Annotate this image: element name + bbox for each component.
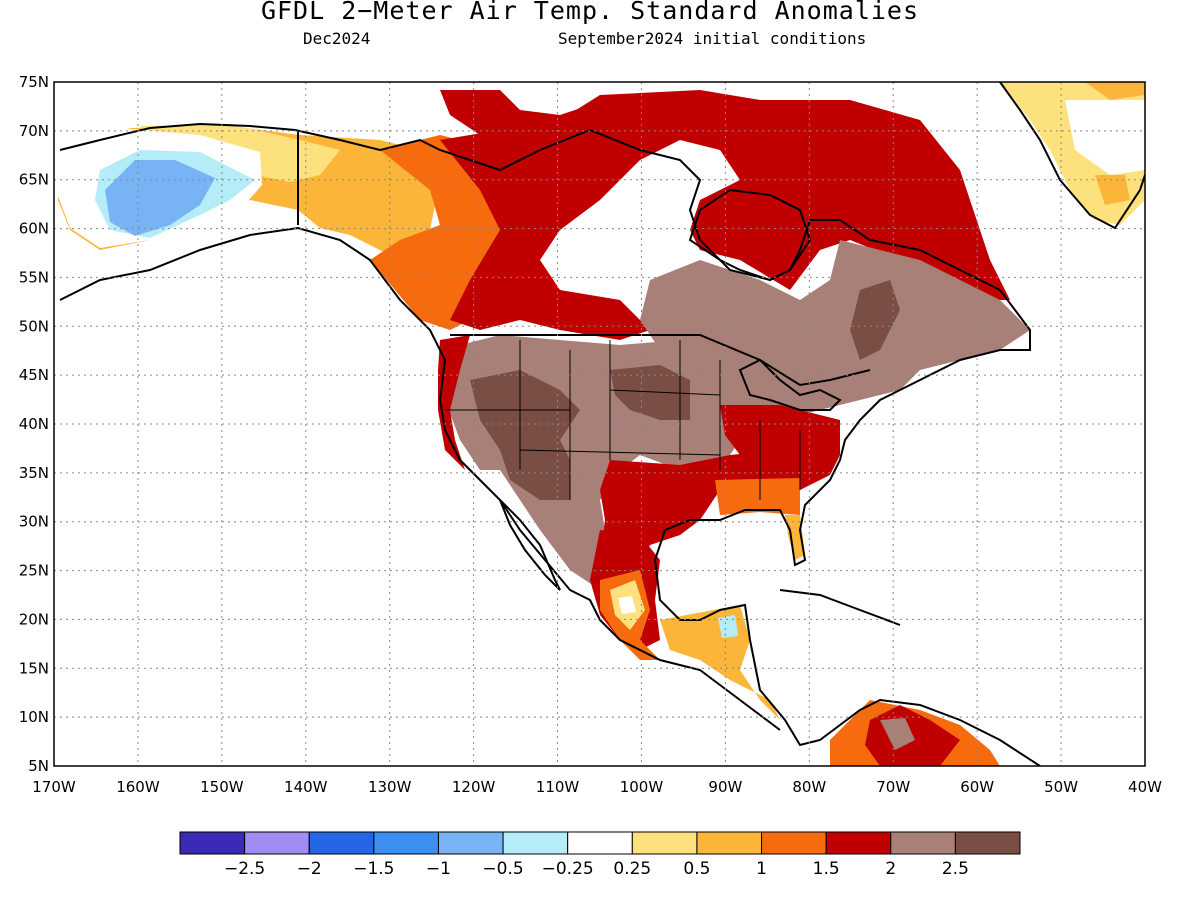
field-greenland-south-orange xyxy=(1095,175,1130,205)
colorbar-label: −1.5 xyxy=(353,859,394,879)
field-east-canada-brown xyxy=(640,240,1030,420)
field-south-america-brown xyxy=(880,718,915,750)
lat-tick-label: 35N xyxy=(19,464,49,482)
lat-tick-label: 25N xyxy=(19,562,49,580)
anomaly-fields xyxy=(58,82,1145,766)
field-alaska-blue xyxy=(105,160,215,236)
colorbar-swatch xyxy=(890,831,956,855)
lat-tick-label: 70N xyxy=(19,122,49,140)
coastline-hudson-bay xyxy=(688,188,812,282)
lon-tick-label: 80W xyxy=(792,778,826,796)
colorbar-swatch xyxy=(437,831,504,855)
coastline-great-lakes xyxy=(738,358,842,411)
lon-tick-label: 50W xyxy=(1044,778,1078,796)
colorbar-label: −1 xyxy=(426,859,451,879)
lon-tick-label: 120W xyxy=(452,778,496,796)
lon-tick-label: 110W xyxy=(536,778,580,796)
colorbar-label: −2.5 xyxy=(224,859,265,879)
coastline-cuba xyxy=(779,589,901,626)
colorbar-swatch xyxy=(373,831,439,855)
lon-tick-label: 150W xyxy=(200,778,244,796)
lat-tick-label: 30N xyxy=(19,513,49,531)
colorbar-swatch xyxy=(502,831,569,855)
lat-tick-label: 20N xyxy=(19,610,49,628)
coastlines xyxy=(59,82,1145,766)
latitude-ticks: 75N 70N 65N 60N 55N 50N 45N 40N 35N 30N 25N 20N 15N 1… xyxy=(19,73,49,775)
lat-tick-label: 40N xyxy=(19,415,49,433)
plot-frame xyxy=(53,81,1146,767)
field-southeast-orange xyxy=(715,478,800,515)
colorbar-swatch xyxy=(567,831,633,855)
valid-month-label: Dec2024 xyxy=(303,29,371,48)
map-title: GFDL 2−Meter Air Temp. Standard Anomalie… xyxy=(260,0,920,25)
lon-tick-label: 140W xyxy=(284,778,328,796)
field-ohio-valley-red xyxy=(720,405,840,455)
field-greenland-white xyxy=(1065,100,1145,175)
field-canada-north-red xyxy=(440,90,600,140)
colorbar-swatch xyxy=(696,831,763,855)
lat-tick-label: 5N xyxy=(28,757,49,775)
lat-tick-label: 10N xyxy=(19,708,49,726)
field-greenland-orange xyxy=(1085,82,1145,100)
lat-tick-label: 75N xyxy=(19,73,49,91)
colorbar-label: 1.5 xyxy=(813,859,840,879)
lon-tick-label: 170W xyxy=(32,778,76,796)
colorbar-swatch xyxy=(954,831,1021,855)
field-mexico-white xyxy=(618,596,636,614)
colorbar-label: −2 xyxy=(297,859,322,879)
field-west-us-darkbrown xyxy=(470,370,580,500)
field-west-coast-red xyxy=(438,335,470,470)
field-plains-darkbrown xyxy=(610,365,690,420)
colorbar-label: 0.5 xyxy=(683,859,710,879)
coastline-alaska xyxy=(59,122,1041,766)
colorbar-label: 1 xyxy=(756,859,767,879)
coastline-us-canada-border xyxy=(450,334,871,387)
colorbar-label: −0.5 xyxy=(482,859,523,879)
coastline-west xyxy=(59,226,781,731)
colorbar-swatch xyxy=(179,831,246,855)
coastline-baja xyxy=(499,499,561,591)
colorbar-label: 2.5 xyxy=(942,859,969,879)
lat-tick-label: 15N xyxy=(19,659,49,677)
field-east-canada-darkbrown xyxy=(850,280,900,360)
longitude-ticks: 170W 160W 150W 140W 130W 120W 110W 100W 90W 80W 70… xyxy=(32,778,1162,796)
colorbar-swatch xyxy=(631,831,698,855)
colorbar-swatch xyxy=(308,831,375,855)
colorbar-swatch xyxy=(761,831,827,855)
lat-tick-label: 50N xyxy=(19,317,49,335)
colorbar-label: 2 xyxy=(885,859,896,879)
colorbar-swatch xyxy=(825,831,892,855)
lon-tick-label: 70W xyxy=(876,778,910,796)
lon-tick-label: 130W xyxy=(368,778,412,796)
gridlines xyxy=(54,82,1145,766)
colorbar-swatch xyxy=(244,831,310,855)
lat-tick-label: 65N xyxy=(19,171,49,189)
lat-tick-label: 60N xyxy=(19,220,49,238)
lon-tick-label: 60W xyxy=(960,778,994,796)
lon-tick-label: 90W xyxy=(708,778,742,796)
lat-tick-label: 55N xyxy=(19,268,49,286)
lon-tick-label: 160W xyxy=(116,778,160,796)
lon-tick-label: 100W xyxy=(620,778,664,796)
field-yucatan-cyan xyxy=(718,615,738,638)
colorbar-label: −0.25 xyxy=(542,859,594,879)
initial-conditions-label: September2024 initial conditions xyxy=(558,29,867,48)
colorbar-label: 0.25 xyxy=(613,859,651,879)
lat-tick-label: 45N xyxy=(19,366,49,384)
lon-tick-label: 40W xyxy=(1128,778,1162,796)
colorbar: −2.5 −2 −1.5 −1 −0.5 −0.25 0.25 0.5 1 1.5 2 2.5 xyxy=(179,831,1021,879)
field-central-america-yellow xyxy=(660,605,780,720)
coastline-greenland xyxy=(999,82,1145,230)
